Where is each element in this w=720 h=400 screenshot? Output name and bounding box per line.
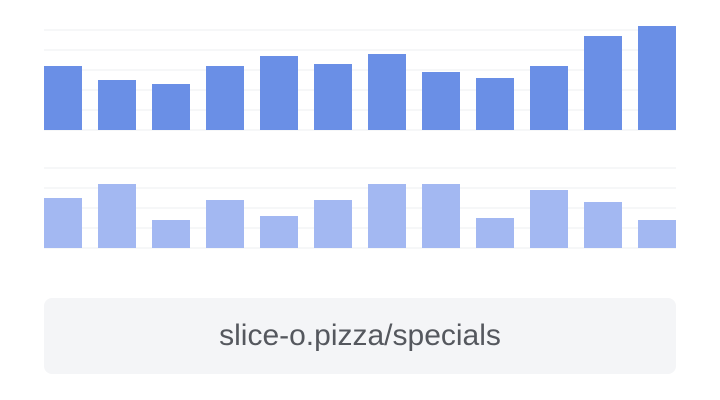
bar [44,66,82,130]
bar [206,66,244,130]
bar [422,184,460,248]
bar [260,216,298,248]
bar [530,190,568,248]
bar [44,198,82,248]
bar [638,220,676,248]
bar [368,184,406,248]
bar [584,202,622,248]
bar [638,26,676,130]
bar [476,78,514,130]
charts [44,26,676,249]
bar [584,36,622,130]
bar [422,72,460,130]
bar [314,200,352,248]
bar [530,66,568,130]
bar [98,184,136,248]
bar [476,218,514,248]
bar [98,80,136,130]
bar [152,84,190,130]
bar [152,220,190,248]
bar [368,54,406,130]
bar [314,64,352,130]
bar [206,200,244,248]
bar [260,56,298,130]
url-box[interactable]: slice-o.pizza/specials [44,298,676,374]
